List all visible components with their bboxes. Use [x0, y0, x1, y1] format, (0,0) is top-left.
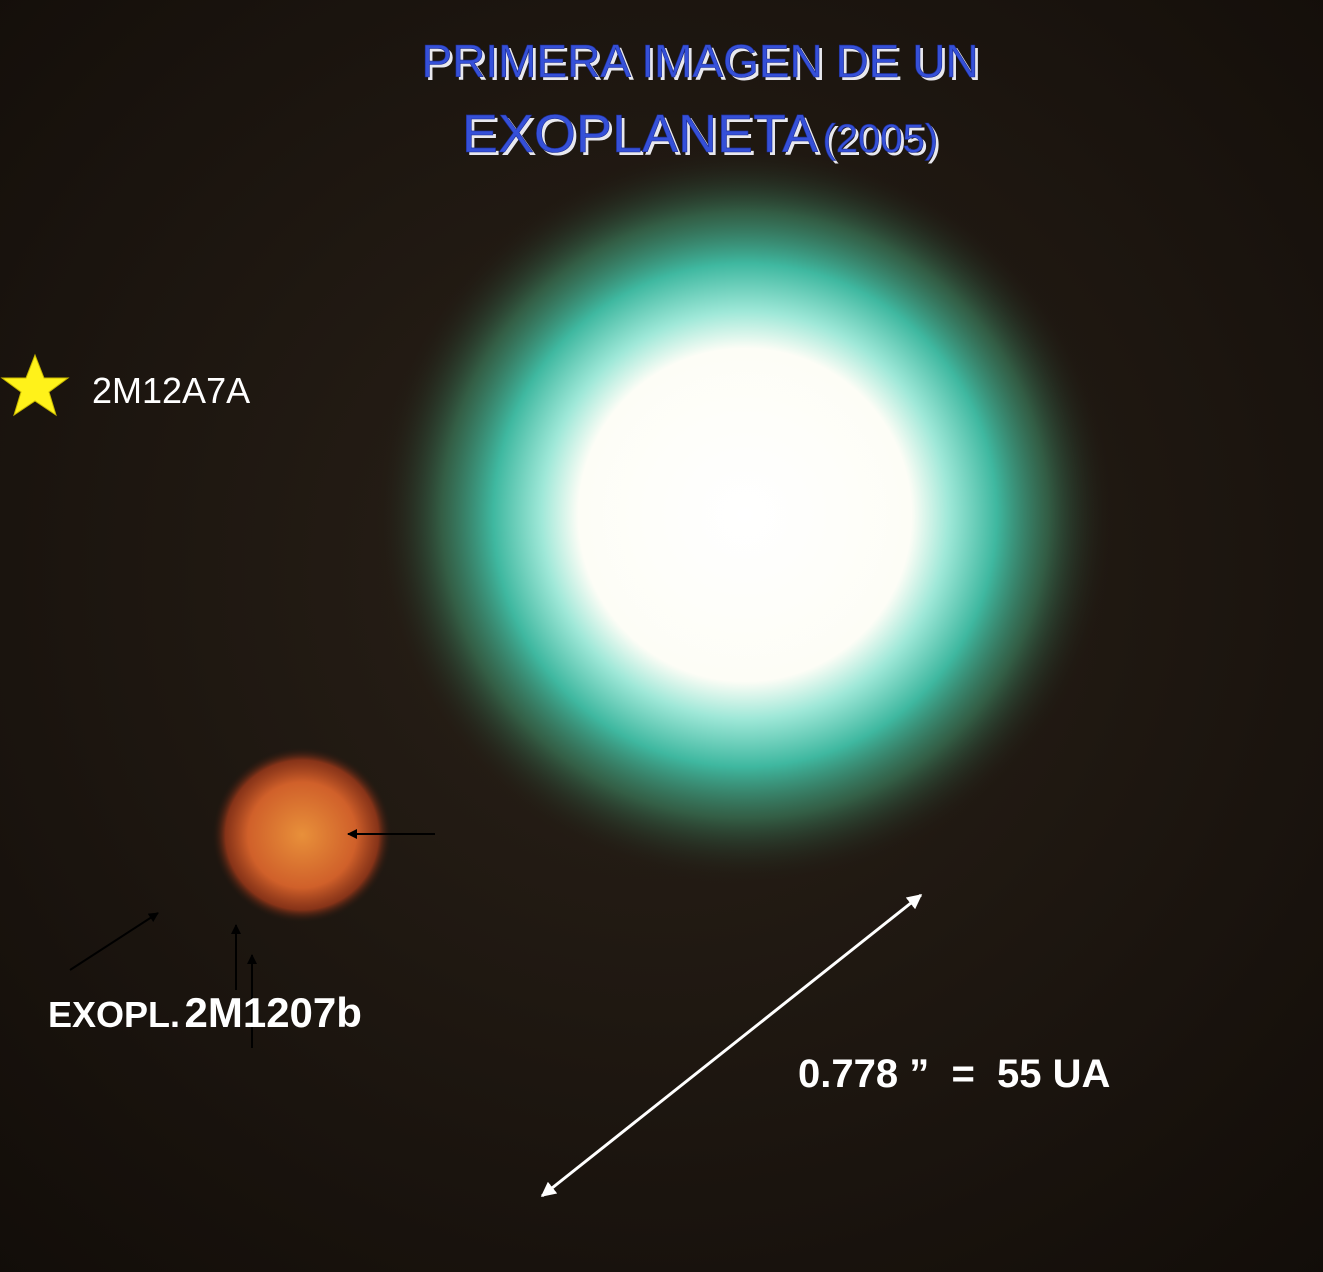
planet-name: 2M1207b [184, 989, 361, 1036]
scale-label: 0.778 ” = 55 UA [798, 1052, 1110, 1096]
scene: PRIMERA IMAGEN DE UN PRIMERA IMAGEN DE U… [0, 0, 1323, 1272]
star-label: 2M12A7A [92, 370, 250, 411]
page: PRIMERA IMAGEN DE UN PRIMERA IMAGEN DE U… [0, 0, 1323, 1272]
title-year: (2005) [822, 117, 938, 161]
planet-label: EXOPL. 2M1207b [48, 989, 362, 1036]
title-word: EXOPLANETA [462, 104, 818, 164]
planet-prefix: EXOPL. [48, 994, 180, 1035]
host-star [375, 145, 1115, 885]
title-line: PRIMERA IMAGEN DE UN [421, 35, 978, 87]
